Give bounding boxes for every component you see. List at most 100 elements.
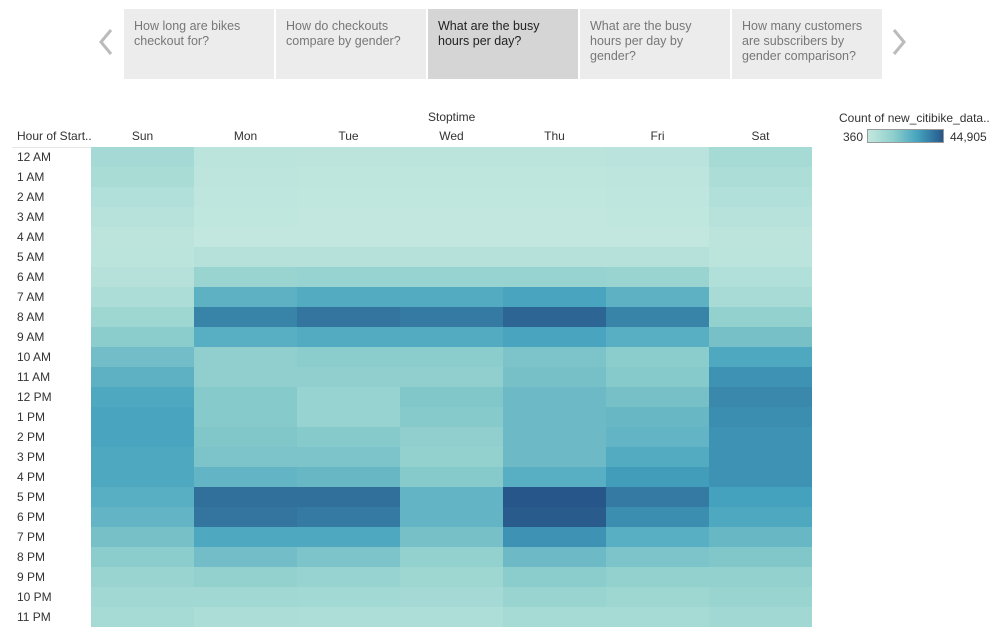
heatmap-cell[interactable] (709, 547, 812, 567)
heatmap-cell[interactable] (709, 147, 812, 167)
heatmap-cell[interactable] (503, 567, 606, 587)
heatmap-cell[interactable] (400, 387, 503, 407)
next-arrow[interactable] (887, 22, 911, 62)
heatmap-cell[interactable] (503, 447, 606, 467)
heatmap-cell[interactable] (297, 407, 400, 427)
heatmap-cell[interactable] (297, 307, 400, 327)
heatmap-cell[interactable] (606, 307, 709, 327)
tab-subscribers-gender[interactable]: How many customers are subscribers by ge… (732, 9, 882, 79)
heatmap-cell[interactable] (400, 147, 503, 167)
heatmap-cell[interactable] (606, 487, 709, 507)
heatmap-cell[interactable] (606, 227, 709, 247)
heatmap-cell[interactable] (400, 567, 503, 587)
heatmap-cell[interactable] (297, 347, 400, 367)
heatmap-cell[interactable] (194, 207, 297, 227)
heatmap-cell[interactable] (400, 467, 503, 487)
heatmap-cell[interactable] (606, 427, 709, 447)
heatmap-cell[interactable] (709, 227, 812, 247)
heatmap-cell[interactable] (91, 447, 194, 467)
heatmap-cell[interactable] (91, 187, 194, 207)
heatmap-cell[interactable] (709, 347, 812, 367)
heatmap-cell[interactable] (709, 287, 812, 307)
heatmap-cell[interactable] (91, 287, 194, 307)
heatmap-cell[interactable] (194, 547, 297, 567)
heatmap-cell[interactable] (400, 547, 503, 567)
heatmap-cell[interactable] (400, 527, 503, 547)
heatmap-cell[interactable] (194, 387, 297, 407)
heatmap-cell[interactable] (400, 287, 503, 307)
heatmap-cell[interactable] (606, 407, 709, 427)
heatmap-cell[interactable] (91, 527, 194, 547)
heatmap-cell[interactable] (91, 607, 194, 627)
heatmap-cell[interactable] (503, 287, 606, 307)
heatmap-cell[interactable] (400, 407, 503, 427)
heatmap-cell[interactable] (709, 167, 812, 187)
heatmap-cell[interactable] (194, 307, 297, 327)
heatmap-cell[interactable] (400, 607, 503, 627)
heatmap-cell[interactable] (709, 267, 812, 287)
heatmap-cell[interactable] (91, 307, 194, 327)
heatmap-cell[interactable] (606, 587, 709, 607)
heatmap-cell[interactable] (400, 587, 503, 607)
heatmap-cell[interactable] (297, 227, 400, 247)
heatmap-cell[interactable] (503, 247, 606, 267)
heatmap-cell[interactable] (194, 587, 297, 607)
heatmap-cell[interactable] (709, 607, 812, 627)
heatmap-cell[interactable] (194, 287, 297, 307)
heatmap-cell[interactable] (503, 147, 606, 167)
heatmap-cell[interactable] (91, 387, 194, 407)
heatmap-cell[interactable] (606, 287, 709, 307)
heatmap-cell[interactable] (91, 427, 194, 447)
heatmap-cell[interactable] (606, 367, 709, 387)
heatmap-cell[interactable] (194, 427, 297, 447)
heatmap-cell[interactable] (194, 407, 297, 427)
heatmap-cell[interactable] (503, 167, 606, 187)
heatmap-cell[interactable] (400, 207, 503, 227)
heatmap-cell[interactable] (297, 327, 400, 347)
heatmap-cell[interactable] (91, 327, 194, 347)
heatmap-cell[interactable] (297, 367, 400, 387)
tab-gender-comparison[interactable]: How do checkouts compare by gender? (276, 9, 426, 79)
heatmap-cell[interactable] (503, 207, 606, 227)
heatmap-cell[interactable] (709, 507, 812, 527)
heatmap-cell[interactable] (400, 367, 503, 387)
heatmap-cell[interactable] (194, 187, 297, 207)
heatmap-cell[interactable] (297, 567, 400, 587)
heatmap-cell[interactable] (194, 347, 297, 367)
heatmap-cell[interactable] (91, 347, 194, 367)
heatmap-cell[interactable] (606, 347, 709, 367)
heatmap-cell[interactable] (503, 527, 606, 547)
heatmap-cell[interactable] (297, 187, 400, 207)
heatmap-cell[interactable] (503, 607, 606, 627)
heatmap-cell[interactable] (709, 527, 812, 547)
heatmap-cell[interactable] (503, 487, 606, 507)
prev-arrow[interactable] (94, 22, 118, 62)
heatmap-cell[interactable] (194, 447, 297, 467)
heatmap-cell[interactable] (709, 407, 812, 427)
tab-checkout-duration[interactable]: How long are bikes checkout for? (124, 9, 274, 79)
heatmap-cell[interactable] (194, 327, 297, 347)
heatmap-cell[interactable] (503, 307, 606, 327)
heatmap-cell[interactable] (709, 487, 812, 507)
heatmap-cell[interactable] (297, 167, 400, 187)
heatmap-cell[interactable] (709, 207, 812, 227)
heatmap-cell[interactable] (194, 227, 297, 247)
heatmap-cell[interactable] (297, 487, 400, 507)
heatmap-cell[interactable] (297, 267, 400, 287)
heatmap-cell[interactable] (297, 287, 400, 307)
heatmap-cell[interactable] (709, 587, 812, 607)
heatmap-cell[interactable] (400, 507, 503, 527)
heatmap-cell[interactable] (91, 207, 194, 227)
heatmap-cell[interactable] (400, 427, 503, 447)
heatmap-cell[interactable] (606, 167, 709, 187)
heatmap-cell[interactable] (503, 427, 606, 447)
heatmap-cell[interactable] (503, 367, 606, 387)
heatmap-cell[interactable] (194, 467, 297, 487)
heatmap-cell[interactable] (297, 587, 400, 607)
heatmap-cell[interactable] (709, 327, 812, 347)
heatmap-cell[interactable] (606, 547, 709, 567)
heatmap-cell[interactable] (606, 207, 709, 227)
heatmap-cell[interactable] (91, 507, 194, 527)
heatmap-cell[interactable] (194, 367, 297, 387)
heatmap-cell[interactable] (194, 607, 297, 627)
